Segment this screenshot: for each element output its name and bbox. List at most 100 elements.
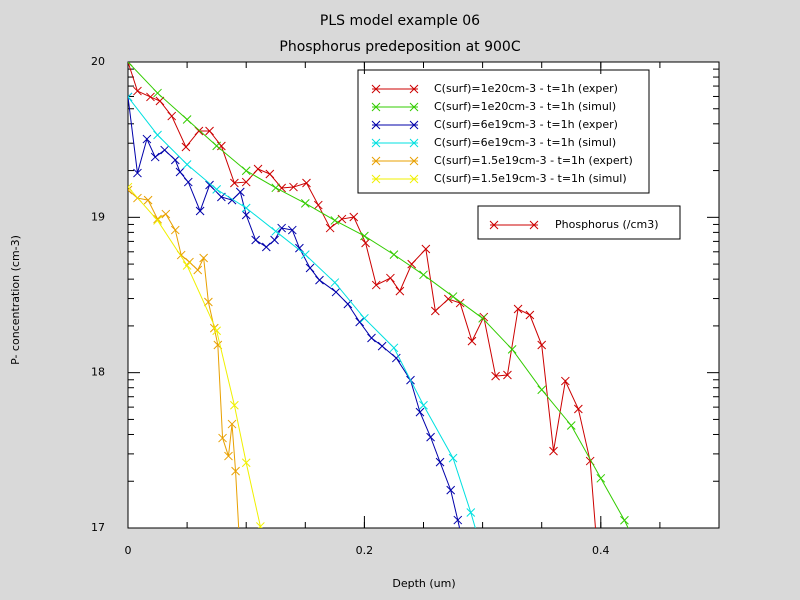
data-point [300, 250, 310, 259]
data-point [224, 451, 233, 461]
legend-label: C(surf)=6e19cm-3 - t=1h (exper) [434, 118, 618, 131]
data-point [133, 86, 142, 96]
data-point [305, 263, 315, 273]
legend-marker [371, 84, 381, 94]
data-point [446, 485, 456, 495]
legend-label: C(surf)=1e20cm-3 - t=1h (exper) [434, 82, 618, 95]
data-point [330, 278, 340, 287]
data-point [592, 532, 600, 540]
data-point [289, 182, 298, 192]
data-point [271, 183, 281, 193]
data-point [146, 92, 155, 102]
data-point [415, 407, 425, 417]
data-point [448, 292, 458, 301]
data-point [473, 529, 481, 537]
data-point [175, 167, 185, 177]
data-point [155, 96, 165, 106]
data-point [265, 169, 275, 179]
y-tick-label: 17 [91, 521, 105, 534]
data-point [360, 231, 369, 241]
data-point [421, 244, 431, 254]
data-point [478, 313, 487, 323]
data-point [227, 419, 237, 429]
data-point [377, 341, 387, 351]
data-point [182, 261, 192, 270]
data-point [241, 458, 251, 468]
data-point [182, 160, 192, 169]
data-point [337, 214, 347, 224]
data-point [457, 532, 465, 540]
legend-marker [489, 220, 499, 230]
legend-marker [409, 120, 419, 130]
data-point [371, 280, 381, 290]
data-point [271, 226, 281, 236]
data-point [182, 115, 192, 124]
data-point [241, 210, 251, 220]
data-point [302, 178, 311, 188]
y-tick-label: 20 [91, 55, 105, 68]
legend-marker [409, 102, 419, 112]
legend-marker [371, 138, 381, 148]
data-point [128, 62, 133, 67]
chart-title: PLS model example 06 [320, 13, 480, 29]
data-point [153, 88, 162, 98]
data-point [128, 185, 133, 195]
data-point [153, 216, 162, 225]
data-point [430, 306, 440, 316]
x-tick-label: 0 [125, 544, 132, 557]
legend-label: C(surf)=1.5e19cm-3 - t=1h (simul) [434, 172, 627, 185]
data-point [620, 515, 629, 525]
data-point [287, 225, 297, 235]
data-point [170, 155, 180, 165]
data-point [300, 198, 310, 208]
legend-box [477, 205, 681, 240]
data-point [212, 185, 222, 194]
data-point [395, 286, 405, 296]
legend-marker [409, 174, 419, 184]
y-tick-label: 19 [91, 210, 105, 223]
data-point [160, 145, 169, 155]
data-point [133, 168, 142, 178]
data-point [230, 400, 239, 410]
x-tick-label: 0.2 [356, 544, 374, 557]
data-point [277, 223, 287, 233]
legend-marker [409, 84, 419, 94]
data-point [626, 529, 634, 537]
data-point [128, 182, 133, 192]
x-axis-label: Depth (um) [392, 577, 455, 590]
y-axis-label: P- concentration (cm-3) [9, 235, 22, 365]
data-point [467, 336, 477, 346]
series-line [128, 96, 476, 528]
data-point [435, 457, 445, 467]
data-point [360, 313, 369, 323]
data-point [330, 216, 340, 225]
data-point [466, 508, 476, 517]
data-point [389, 343, 399, 353]
data-point [525, 310, 535, 320]
legend-marker [371, 120, 381, 130]
data-point [150, 152, 160, 162]
data-point [235, 187, 245, 197]
data-point [566, 421, 576, 430]
plot-series [128, 62, 634, 540]
data-point [361, 238, 370, 248]
data-point [261, 242, 271, 252]
data-point [448, 453, 458, 463]
legend-marker [409, 138, 419, 148]
data-point [153, 214, 162, 224]
legend-box [357, 69, 650, 194]
data-point [204, 297, 213, 307]
data-point [205, 180, 214, 190]
data-point [573, 404, 583, 414]
legend-marker [371, 102, 381, 112]
data-point [537, 385, 547, 395]
data-point [143, 195, 153, 205]
data-point [391, 353, 401, 363]
data-point [218, 433, 227, 443]
series-line [128, 186, 262, 528]
data-point [161, 209, 171, 219]
data-point [193, 265, 203, 275]
data-point [199, 253, 209, 263]
data-point [426, 432, 435, 442]
data-point [560, 376, 570, 386]
